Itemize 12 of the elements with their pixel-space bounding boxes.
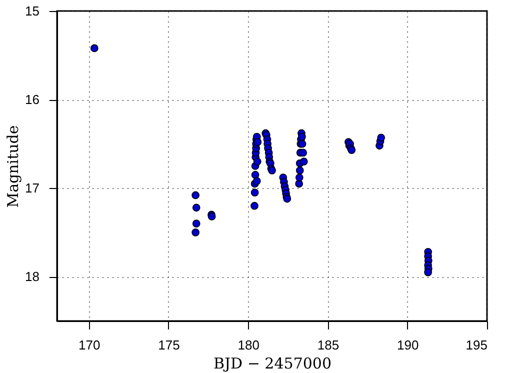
x-tick-label: 180 [238, 338, 260, 352]
x-axis-title: BJD − 2457000 [214, 354, 332, 372]
x-tick-label: 170 [78, 338, 100, 352]
x-tick-label: 175 [158, 338, 180, 352]
x-tick-label: 185 [317, 338, 340, 352]
y-tick-label: 15 [25, 4, 40, 18]
x-tick-label: 195 [466, 338, 488, 352]
y-tick-label: 17 [25, 180, 40, 196]
x-tick-label: 190 [397, 338, 419, 352]
y-tick-label: 16 [25, 92, 40, 108]
y-tick-label: 18 [25, 269, 40, 284]
y-axis-title: Magnitude [4, 125, 22, 208]
